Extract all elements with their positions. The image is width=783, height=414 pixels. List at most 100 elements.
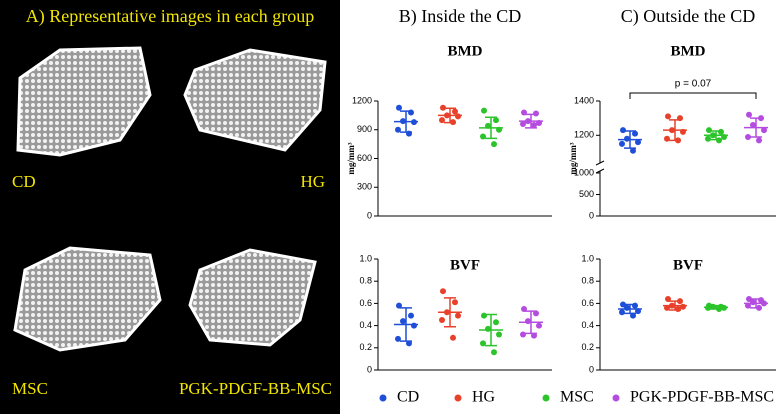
axis-break xyxy=(595,168,605,174)
data-point xyxy=(395,126,401,133)
specimen-image xyxy=(188,248,317,347)
error-bar xyxy=(485,313,497,347)
data-point xyxy=(485,325,491,332)
y-tick-label: 1200 xyxy=(574,130,594,140)
specimen-image xyxy=(16,46,152,157)
y-tick-label: 1000 xyxy=(574,167,594,177)
error-bar xyxy=(710,130,722,141)
data-point xyxy=(619,140,625,147)
data-point xyxy=(630,147,636,154)
legend-label: CD xyxy=(397,389,419,406)
data-point xyxy=(746,111,752,118)
data-point xyxy=(439,317,445,324)
panel-title: B) Inside the CD xyxy=(399,6,521,27)
axis-break xyxy=(595,160,605,166)
specimen-image xyxy=(183,48,327,152)
data-point xyxy=(756,137,762,144)
data-point xyxy=(480,340,486,347)
data-point xyxy=(452,108,458,115)
data-point xyxy=(396,104,402,111)
y-tick-label: 300 xyxy=(357,182,372,192)
data-point xyxy=(706,127,712,134)
y-tick-label: 0.6 xyxy=(359,298,372,308)
data-point xyxy=(481,107,487,114)
y-tick-label: 0.8 xyxy=(359,276,372,286)
y-tick-label: 500 xyxy=(579,189,594,199)
data-point xyxy=(525,318,531,325)
data-point xyxy=(531,121,537,128)
chart-title: BMD xyxy=(671,43,706,59)
y-tick-label: 900 xyxy=(357,124,372,134)
data-point xyxy=(400,318,406,325)
error-bar xyxy=(525,113,537,129)
y-tick-label: 0 xyxy=(589,210,594,220)
data-point xyxy=(491,349,497,356)
data-point xyxy=(705,135,711,142)
error-bar xyxy=(400,110,412,133)
data-point xyxy=(632,302,638,309)
y-tick-label: 1.0 xyxy=(359,253,372,263)
data-point xyxy=(750,122,756,128)
data-point xyxy=(452,299,458,306)
error-bar xyxy=(400,307,412,342)
image-label: PGK-PDGF-BB-MSC xyxy=(179,379,332,398)
y-tick-label: 0.2 xyxy=(581,342,594,352)
error-bar xyxy=(444,107,456,124)
error-bar xyxy=(750,117,762,138)
data-point xyxy=(536,322,542,329)
data-point xyxy=(439,117,445,124)
data-point xyxy=(745,134,751,140)
y-tick-label: 0 xyxy=(367,210,372,220)
y-axis-label: mg/mm³ xyxy=(568,142,578,174)
legend-marker xyxy=(379,394,387,402)
data-point xyxy=(664,135,670,142)
data-point xyxy=(455,113,461,120)
legend-label: PGK-PDGF-BB-MSC xyxy=(630,389,774,406)
data-point xyxy=(395,335,401,342)
error-bar xyxy=(669,119,681,142)
data-point xyxy=(520,331,526,338)
y-tick-label: 0.6 xyxy=(581,298,594,308)
image-label: HG xyxy=(300,172,325,191)
significance-bracket xyxy=(629,92,757,99)
data-point xyxy=(480,133,486,140)
image-label: MSC xyxy=(12,379,48,398)
chart-title: BVF xyxy=(673,257,703,273)
data-point xyxy=(491,141,497,148)
y-tick-label: 1200 xyxy=(352,95,372,105)
y-tick-label: 0 xyxy=(367,364,372,374)
specimen-image xyxy=(13,246,162,352)
data-point xyxy=(533,110,539,117)
error-bar xyxy=(710,304,722,310)
data-point xyxy=(716,137,722,144)
annotation: p = 0.07 xyxy=(675,79,712,90)
y-tick-label: 0.2 xyxy=(359,342,372,352)
y-tick-label: 600 xyxy=(357,153,372,163)
data-point xyxy=(450,334,456,341)
y-axis-label: mg/mm³ xyxy=(346,142,356,174)
error-bar xyxy=(750,298,762,309)
data-point xyxy=(411,322,417,329)
y-tick-label: 0.4 xyxy=(581,320,594,330)
y-tick-label: 1.0 xyxy=(581,253,594,263)
panel-a-title: A) Representative images in each group xyxy=(26,6,314,27)
specimen-images xyxy=(13,46,327,352)
data-point xyxy=(624,304,630,311)
legend-marker xyxy=(612,394,620,402)
data-point xyxy=(619,309,625,316)
chart-title: BVF xyxy=(450,257,480,273)
panel-title: C) Outside the CD xyxy=(621,6,756,27)
data-point xyxy=(620,127,626,134)
data-point xyxy=(620,301,626,308)
legend-marker xyxy=(454,394,462,402)
legend-label: HG xyxy=(472,389,496,406)
data-point xyxy=(665,113,671,120)
y-tick-label: 0.8 xyxy=(581,276,594,286)
y-tick-label: 0 xyxy=(589,364,594,374)
data-point xyxy=(675,305,681,312)
data-point xyxy=(408,312,414,319)
error-bar xyxy=(624,130,636,149)
legend-marker xyxy=(542,394,550,402)
legend-label: MSC xyxy=(560,389,594,406)
